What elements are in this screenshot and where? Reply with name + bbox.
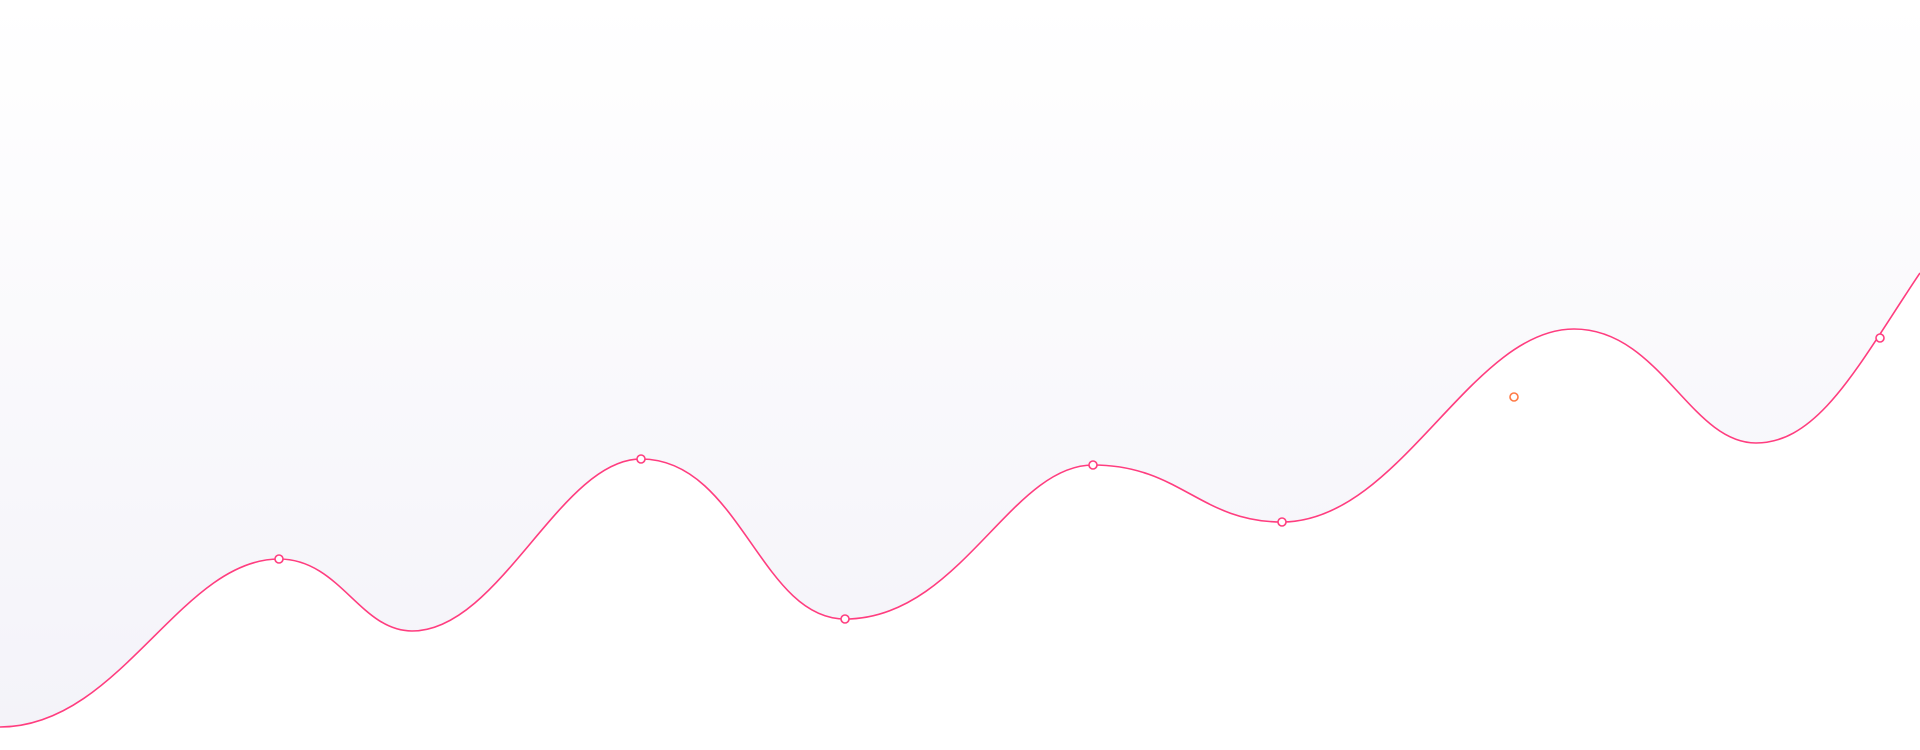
circle-marker-icon <box>636 454 646 464</box>
circle-marker-icon <box>1088 460 1098 470</box>
wave-line <box>0 272 1920 728</box>
highlight-marker-icon <box>1509 392 1519 402</box>
circle-marker-icon <box>1875 333 1885 343</box>
circle-marker-icon <box>840 614 850 624</box>
circle-marker-icon <box>1277 517 1287 527</box>
wave-fill-area <box>0 0 1920 727</box>
circle-marker-icon <box>274 554 284 564</box>
wave-markers <box>274 333 1885 624</box>
